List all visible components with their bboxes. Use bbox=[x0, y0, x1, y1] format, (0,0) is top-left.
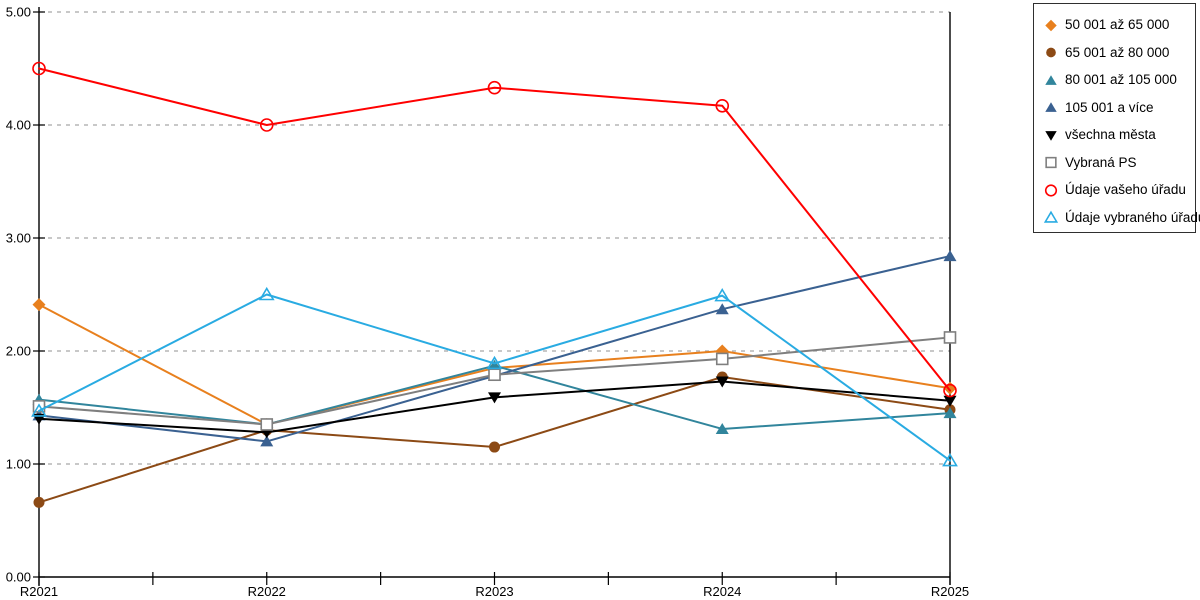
x-tick-label: R2024 bbox=[703, 584, 741, 599]
legend-item-4: všechna města bbox=[1043, 121, 1191, 149]
y-tick-label: 0.00 bbox=[6, 570, 31, 585]
diamond-marker-icon bbox=[1045, 19, 1057, 31]
circle-open-marker-icon bbox=[1044, 184, 1058, 197]
legend-item-6: Údaje vašeho úřadu bbox=[1043, 176, 1191, 204]
legend-label: 50 001 až 65 000 bbox=[1065, 17, 1170, 33]
series-7 bbox=[31, 286, 958, 467]
legend-label: 65 001 až 80 000 bbox=[1065, 44, 1170, 60]
x-tick-label: R2023 bbox=[475, 584, 513, 599]
legend-label: 80 001 až 105 000 bbox=[1065, 72, 1177, 88]
legend: 50 001 až 65 000 65 001 až 80 000 80 001 a… bbox=[1033, 3, 1200, 233]
y-tick-label: 2.00 bbox=[6, 344, 31, 359]
circle-marker-icon bbox=[1046, 47, 1056, 58]
legend-label: 105 001 a více bbox=[1065, 99, 1154, 115]
legend-label: Údaje vašeho úřadu bbox=[1065, 182, 1186, 198]
triangle-up-marker-icon bbox=[1045, 102, 1057, 113]
y-tick-label: 3.00 bbox=[6, 231, 31, 246]
legend-item-1: 65 001 až 80 000 bbox=[1043, 39, 1191, 67]
triangle-down-marker-icon bbox=[1045, 130, 1057, 141]
legend-label: všechna města bbox=[1065, 127, 1156, 143]
series-5 bbox=[32, 331, 957, 431]
x-tick-label: R2022 bbox=[248, 584, 286, 599]
legend-label: Údaje vybraného úřadu bbox=[1065, 209, 1200, 225]
triangle-up-marker-icon bbox=[1045, 74, 1057, 85]
legend-item-0: 50 001 až 65 000 bbox=[1043, 11, 1191, 39]
series-1 bbox=[33, 371, 956, 508]
legend-item-5: Vybraná PS bbox=[1043, 149, 1191, 177]
x-tick-label: R2021 bbox=[20, 584, 58, 599]
y-tick-label: 5.00 bbox=[6, 5, 31, 20]
legend-item-2: 80 001 až 105 000 bbox=[1043, 66, 1191, 94]
legend-item-7: Údaje vybraného úřadu bbox=[1043, 204, 1200, 232]
y-tick-label: 1.00 bbox=[6, 457, 31, 472]
series-6 bbox=[32, 61, 957, 398]
x-tick-label: R2025 bbox=[931, 584, 969, 599]
square-open-marker-icon bbox=[1045, 157, 1057, 169]
triangle-up-open-marker-icon bbox=[1043, 210, 1059, 223]
legend-item-3: 105 001 a více bbox=[1043, 94, 1191, 122]
y-tick-label: 4.00 bbox=[6, 118, 31, 133]
series-4 bbox=[32, 376, 957, 439]
legend-label: Vybraná PS bbox=[1065, 154, 1137, 170]
